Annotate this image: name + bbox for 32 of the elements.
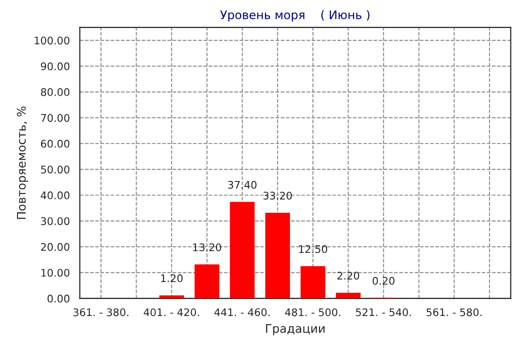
data-label: 12.50 (299, 245, 328, 254)
y-tick-label: 10.00 (41, 268, 70, 277)
x-tick-label: 481. - 500. (285, 308, 340, 316)
y-tick-label: 90.00 (40, 62, 70, 70)
y-tick-label: 40.00 (40, 191, 70, 200)
y-tick-label: 70.00 (41, 114, 70, 122)
x-tick-label: 441. - 460. (214, 308, 270, 316)
data-label: 2.20 (337, 272, 360, 280)
y-tick-label: 80.00 (40, 88, 70, 96)
bar (300, 266, 326, 298)
data-label: 33.20 (263, 192, 292, 200)
y-tick-label: 100.00 (34, 36, 70, 44)
x-tick-label: 561. - 580. (426, 308, 482, 316)
y-axis-title: Повторяемость, % (16, 106, 28, 219)
data-label: 13.20 (193, 243, 222, 252)
chart-title: Уровень моря ( Июнь ) (220, 10, 370, 22)
x-tick-label: 361. - 380. (73, 308, 128, 316)
y-tick-label: 50.00 (41, 166, 70, 174)
y-tick-label: 60.00 (40, 140, 70, 148)
bar (194, 264, 220, 298)
bar (336, 292, 361, 298)
data-label: 37.40 (228, 180, 256, 189)
y-tick-label: 0.00 (48, 294, 70, 303)
x-axis-title: Градации (266, 324, 325, 336)
bar (230, 202, 255, 298)
data-label: 0.20 (372, 276, 394, 285)
x-tick-label: 521. - 540. (356, 308, 411, 316)
y-tick-label: 20.00 (41, 243, 70, 251)
y-tick-label: 30.00 (41, 217, 70, 226)
x-tick-label: 401. - 420. (144, 308, 199, 316)
bar (265, 212, 290, 298)
data-label: 1.20 (161, 274, 183, 282)
